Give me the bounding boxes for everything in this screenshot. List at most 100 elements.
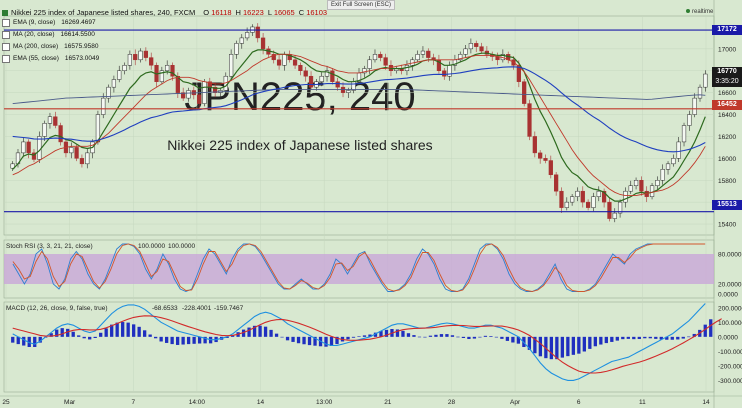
histogram-bar bbox=[417, 336, 422, 338]
stoch-tick-label: 20.0000 bbox=[718, 282, 742, 289]
candle-body bbox=[143, 50, 148, 58]
time-tick-label: 6 bbox=[577, 399, 581, 406]
candle-body bbox=[367, 59, 372, 69]
time-tick-label: 28 bbox=[448, 399, 456, 406]
histogram-bar bbox=[16, 336, 20, 345]
indicator-label: MA (200, close) bbox=[13, 43, 59, 50]
histogram-bar bbox=[55, 329, 59, 337]
time-tick-label: 11 bbox=[639, 399, 646, 406]
histogram-bar bbox=[632, 336, 636, 340]
candle-body bbox=[516, 65, 521, 82]
indicator-label: EMA (55, close) bbox=[13, 55, 59, 62]
candle-body bbox=[660, 169, 665, 181]
watermark: JPN225, 240 bbox=[184, 75, 415, 119]
candle-body bbox=[303, 70, 308, 77]
ohlc-key-o: O bbox=[203, 8, 212, 17]
time-tick-label: 14:00 bbox=[189, 399, 206, 406]
histogram-bar bbox=[670, 336, 674, 340]
histogram-bar bbox=[395, 329, 400, 337]
histogram-bar bbox=[302, 336, 306, 345]
histogram-bar bbox=[428, 335, 433, 337]
histogram-bar bbox=[434, 334, 438, 337]
time-tick-label: 13:00 bbox=[316, 399, 333, 406]
stoch-value-d: 100.0000 bbox=[168, 243, 195, 250]
histogram-bar bbox=[450, 335, 455, 337]
price-tick-label: 15400 bbox=[718, 222, 736, 229]
candle-body bbox=[554, 174, 559, 192]
histogram-bar bbox=[384, 329, 389, 337]
candle-body bbox=[585, 201, 591, 208]
histogram-bar bbox=[153, 336, 158, 339]
histogram-bar bbox=[38, 336, 42, 343]
macd-label: MACD (12, 26, close, 9, false, true) bbox=[6, 305, 108, 312]
candle-body bbox=[69, 147, 74, 154]
histogram-bar bbox=[472, 336, 477, 339]
candle-body bbox=[612, 212, 617, 219]
histogram-bar bbox=[571, 336, 575, 355]
realtime-status: realtime bbox=[686, 9, 713, 15]
candle-body bbox=[703, 73, 708, 88]
candle-body bbox=[79, 158, 85, 165]
price-tick-label: 16000 bbox=[718, 156, 736, 163]
histogram-bar bbox=[22, 336, 26, 346]
histogram-bar bbox=[93, 336, 97, 338]
candle-body bbox=[335, 81, 340, 88]
candle-body bbox=[159, 70, 164, 82]
histogram-bar bbox=[687, 336, 691, 338]
price-tag-bottom-line: 15513 bbox=[712, 200, 742, 210]
ma20-line bbox=[12, 53, 706, 197]
histogram-bar bbox=[560, 336, 565, 358]
candle-body bbox=[234, 43, 239, 55]
indicator-row[interactable]: EMA (9, close) 16269.4697 bbox=[2, 18, 96, 27]
histogram-bar bbox=[143, 330, 147, 337]
checkbox-icon[interactable] bbox=[2, 42, 10, 51]
candle-body bbox=[111, 79, 117, 88]
checkbox-icon[interactable] bbox=[2, 54, 10, 63]
price-tag-clock: 3:35:20 bbox=[712, 77, 742, 87]
candle-body bbox=[197, 94, 202, 104]
candle-body bbox=[271, 54, 276, 61]
indicator-label: MA (20, close) bbox=[13, 31, 55, 38]
candle-body bbox=[575, 190, 580, 197]
signal-line bbox=[12, 315, 722, 374]
candle-body bbox=[378, 54, 383, 58]
indicator-value: 16269.4697 bbox=[61, 19, 96, 26]
histogram-bar bbox=[121, 322, 125, 337]
indicator-value: 16614.5500 bbox=[60, 31, 95, 38]
ma200-line bbox=[12, 88, 706, 105]
candle-body bbox=[426, 50, 431, 58]
histogram-bar bbox=[186, 336, 191, 345]
checkbox-icon[interactable] bbox=[2, 18, 10, 27]
candle-body bbox=[276, 59, 282, 66]
indicator-value: 16573.0049 bbox=[64, 55, 100, 62]
histogram-bar bbox=[615, 336, 619, 341]
candle-body bbox=[106, 86, 111, 99]
histogram-bar bbox=[241, 329, 246, 337]
candle-body bbox=[697, 86, 703, 99]
histogram-bar bbox=[60, 328, 64, 337]
indicator-row[interactable]: MA (20, close) 16614.5500 bbox=[2, 30, 95, 39]
histogram-bar bbox=[351, 336, 356, 338]
histogram-bar bbox=[126, 322, 130, 337]
histogram-bar bbox=[115, 322, 119, 337]
candle-body bbox=[601, 190, 607, 203]
candle-body bbox=[628, 185, 633, 192]
histogram-bar bbox=[654, 336, 658, 339]
histogram-bar bbox=[549, 336, 554, 360]
histogram-bar bbox=[285, 336, 290, 341]
indicator-row[interactable]: EMA (55, close) 16573.0049 bbox=[2, 54, 99, 63]
candle-body bbox=[458, 54, 463, 61]
histogram-bar bbox=[66, 328, 70, 337]
candle-body bbox=[527, 103, 532, 137]
exit-fullscreen-button[interactable]: Exit Full Screen (ESC) bbox=[327, 0, 396, 10]
checkbox-icon[interactable] bbox=[2, 30, 10, 39]
candle-body bbox=[149, 57, 154, 66]
candle-body bbox=[538, 152, 543, 159]
histogram-bar bbox=[439, 334, 444, 337]
candle-body bbox=[681, 125, 687, 143]
candle-body bbox=[383, 57, 388, 66]
indicator-row[interactable]: MA (200, close) 16575.9580 bbox=[2, 42, 99, 51]
candle-body bbox=[239, 37, 244, 44]
candle-body bbox=[580, 190, 585, 203]
